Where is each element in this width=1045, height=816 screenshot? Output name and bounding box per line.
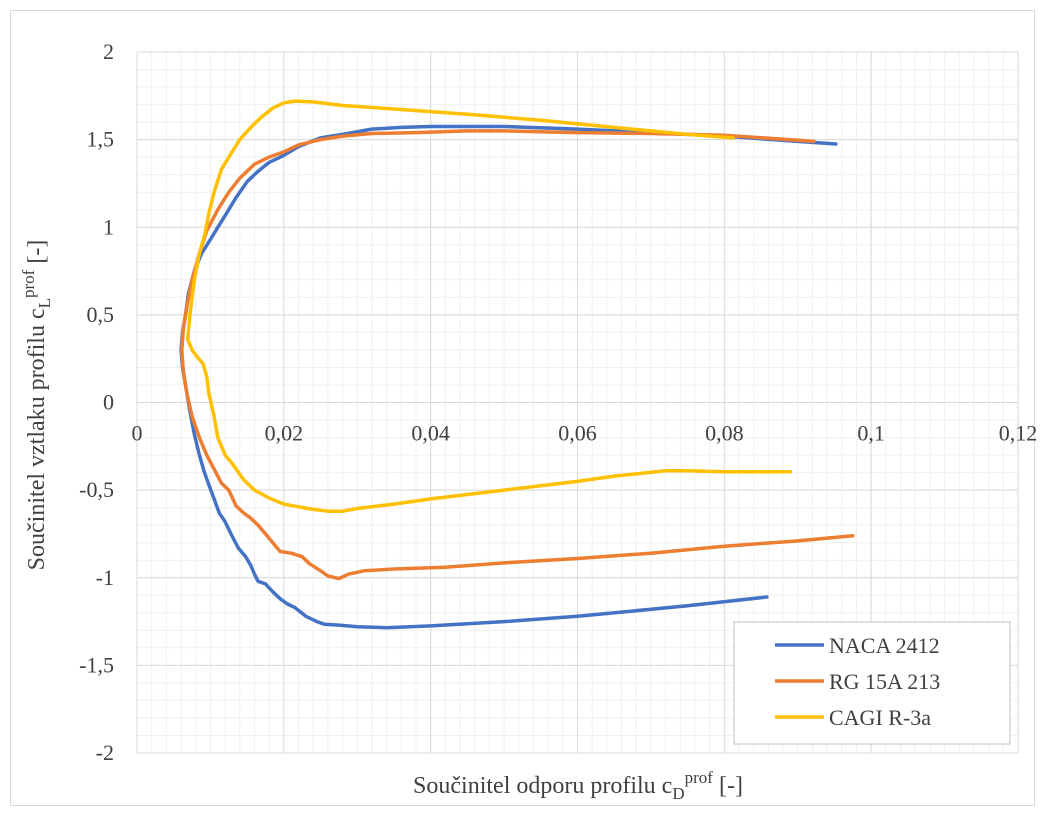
major-grid: [136, 51, 1019, 754]
y-tick-label: 1: [103, 214, 114, 239]
x-tick-labels: 0 0,02 0,04 0,06 0,08 0,1 0,12: [132, 421, 1038, 446]
y-axis-title-unit: [-]: [24, 240, 50, 270]
x-axis-title-main: Součinitel odporu profilu c: [413, 773, 672, 799]
y-tick-label: 0: [103, 390, 114, 415]
x-tick-label: 0,08: [705, 421, 744, 446]
series-line-rg-15a-213: [180, 129, 855, 581]
legend-label: NACA 2412: [829, 633, 940, 658]
x-tick-label: 0,04: [411, 421, 450, 446]
y-axis-title-sub: L: [35, 298, 54, 308]
y-tick-label: -1,5: [79, 652, 114, 677]
y-tick-label: -1: [96, 565, 114, 590]
y-tick-label: 0,5: [87, 302, 115, 327]
legend-items: NACA 2412 RG 15A 213 CAGI R-3a: [775, 633, 940, 730]
y-axis-title-main: Součinitel vztlaku profilu c: [24, 308, 50, 570]
x-axis-title: Součinitel odporu profilu cDprof [-]: [413, 768, 743, 803]
series-line-cagi-r-3a: [185, 99, 793, 513]
y-axis-title: Součinitel vztlaku profilu cLprof [-]: [19, 240, 54, 571]
y-tick-label: 2: [103, 39, 114, 64]
x-tick-label: 0,02: [265, 421, 304, 446]
legend-box: [733, 621, 1011, 745]
series-layer: [179, 99, 855, 630]
x-axis-title-sub: D: [672, 784, 684, 803]
legend-label: RG 15A 213: [829, 669, 940, 694]
y-tick-label: -2: [96, 740, 114, 765]
y-tick-label: -0,5: [79, 477, 114, 502]
x-tick-label: 0: [132, 421, 143, 446]
y-tick-labels: 2 1,5 1 0,5 0 -0,5 -1 -1,5 -2: [79, 39, 114, 765]
x-tick-label: 0,12: [999, 421, 1038, 446]
y-tick-label: 1,5: [87, 127, 115, 152]
legend: NACA 2412 RG 15A 213 CAGI R-3a: [733, 621, 1011, 745]
x-tick-label: 0,1: [857, 421, 885, 446]
x-axis-title-unit: [-]: [713, 773, 743, 799]
y-axis-title-sup: prof: [19, 269, 38, 298]
x-axis-title-sup: prof: [685, 768, 714, 787]
x-tick-label: 0,06: [558, 421, 597, 446]
legend-label: CAGI R-3a: [829, 705, 931, 730]
